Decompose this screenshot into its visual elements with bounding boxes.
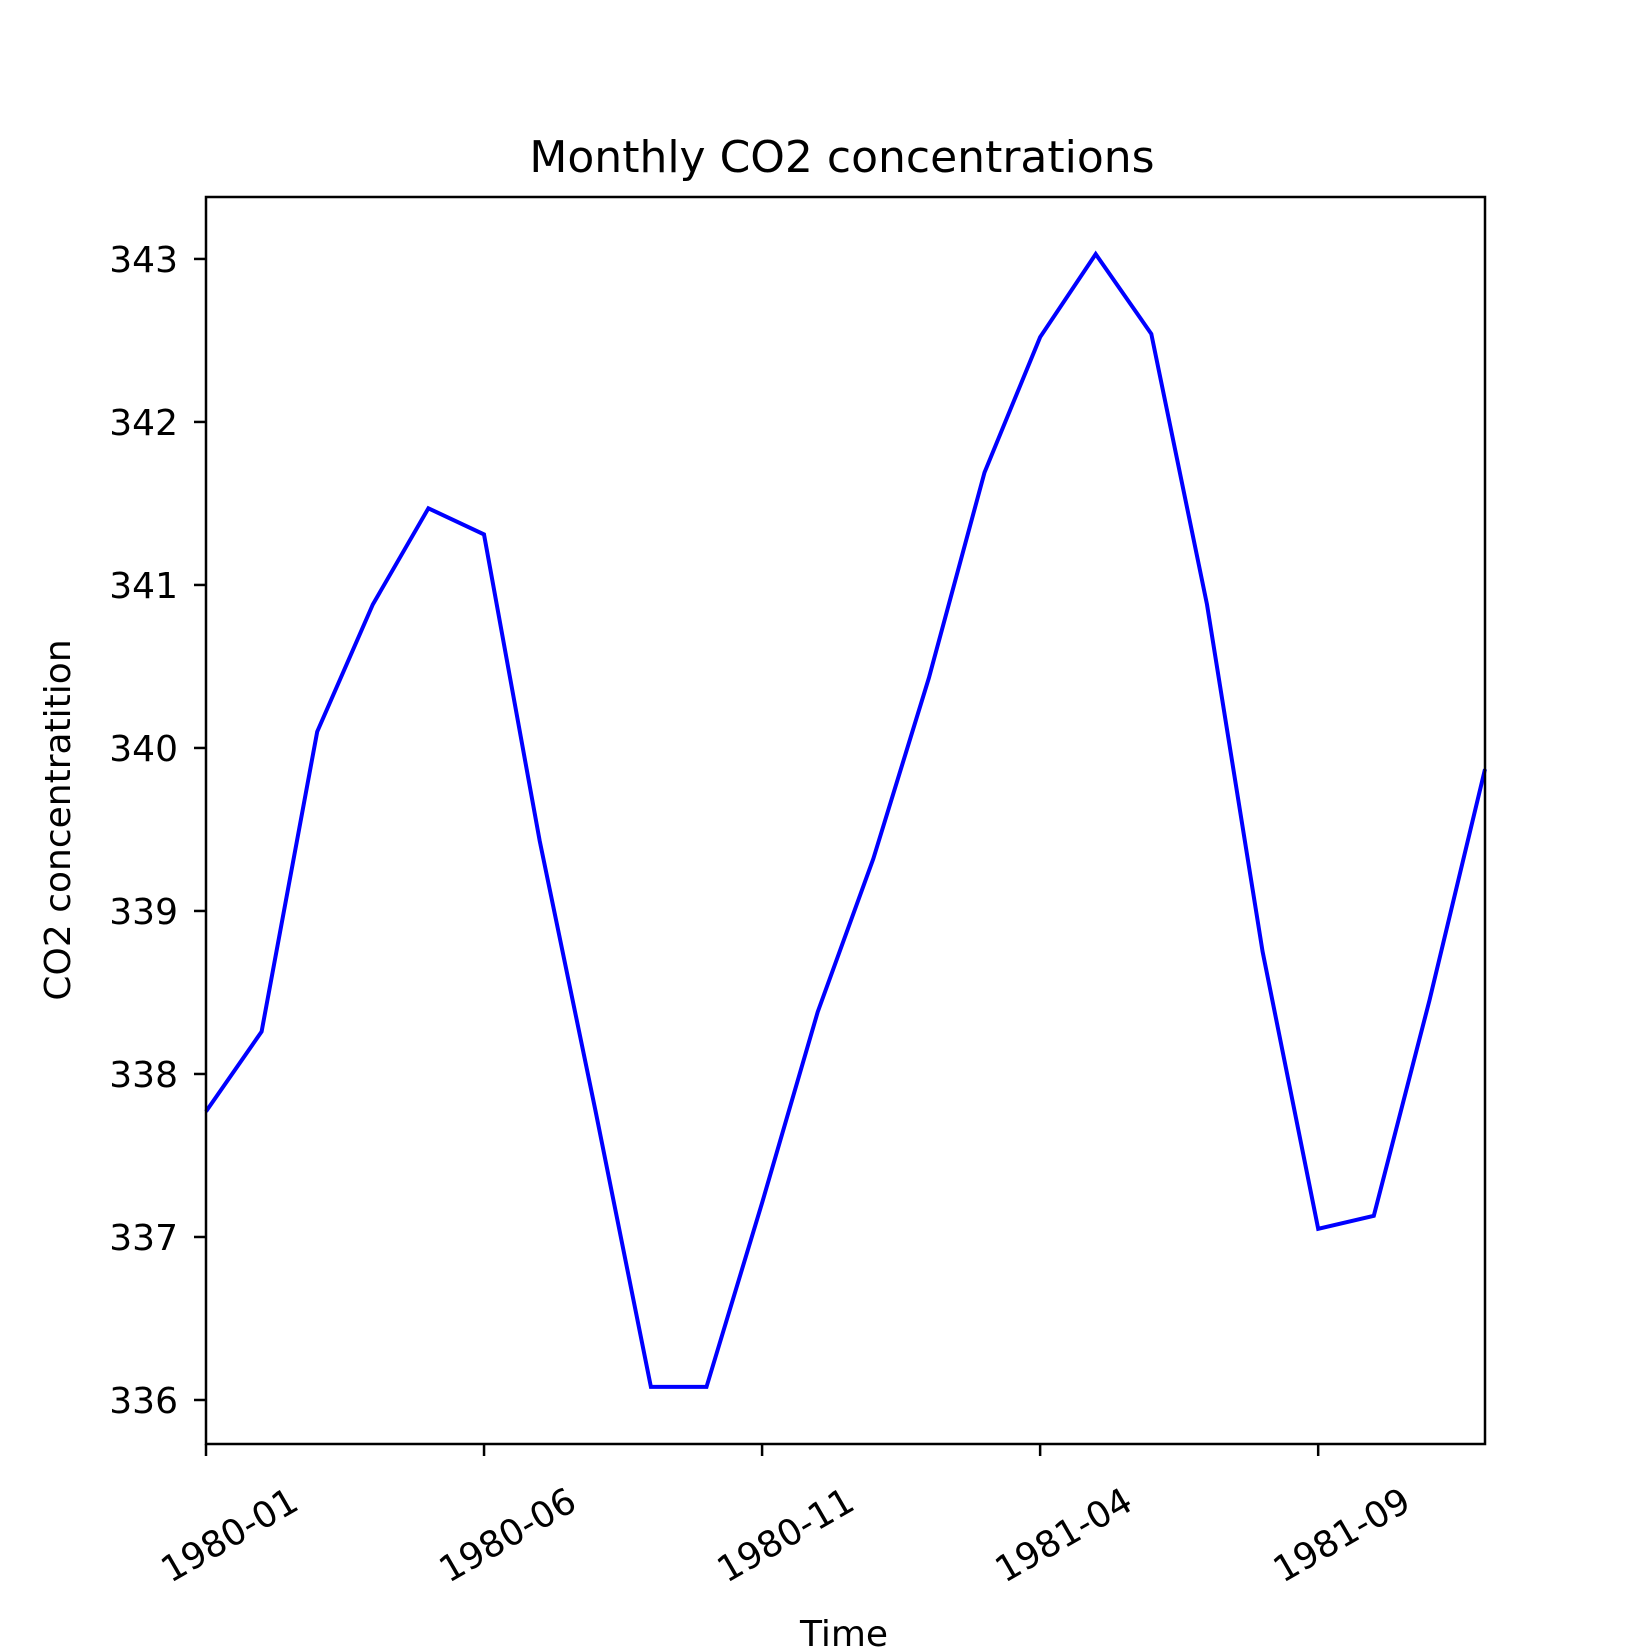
- y-tick-label-7: 343: [109, 240, 178, 281]
- x-tick-label-3: 1981-04: [989, 1480, 1140, 1591]
- y-tick-label-2: 338: [109, 1055, 178, 1096]
- series-line-0: [204, 250, 1487, 1389]
- y-tick-label-5: 341: [109, 566, 178, 607]
- x-axis-label: Time: [799, 1614, 888, 1650]
- y-tick-label-1: 337: [109, 1218, 178, 1259]
- x-tick-label-4: 1981-09: [1267, 1480, 1418, 1591]
- y-tick-label-0: 336: [109, 1381, 178, 1422]
- x-tick-label-1: 1980-06: [433, 1480, 584, 1591]
- y-tick-label-3: 339: [109, 892, 178, 933]
- plot-frame: [204, 195, 1487, 1446]
- x-axis: 1980-01 1980-06 1980-11 1981-04 1981-09: [155, 1444, 1418, 1591]
- x-tick-label-2: 1980-11: [711, 1480, 862, 1591]
- y-tick-label-6: 342: [109, 403, 178, 444]
- y-tick-label-4: 340: [109, 729, 178, 770]
- y-axis: 336 337 338 339 340 341 342 343: [109, 240, 206, 1422]
- y-axis-label: CO2 concentratition: [38, 639, 79, 1000]
- chart-title: Monthly CO2 concentrations: [529, 132, 1154, 183]
- plot-area: [204, 250, 1487, 1389]
- x-tick-label-0: 1980-01: [155, 1480, 306, 1591]
